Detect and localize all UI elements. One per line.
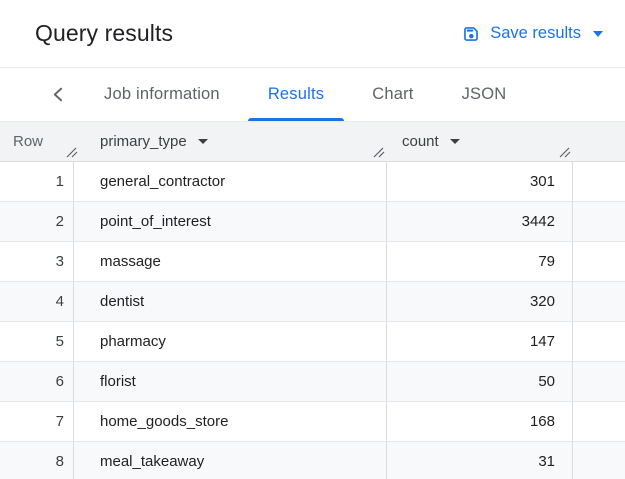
- count-cell: 168: [387, 402, 573, 441]
- row-number-cell: 4: [0, 282, 74, 321]
- count-cell: 301: [387, 162, 573, 201]
- count-cell: 50: [387, 362, 573, 401]
- primary-type-cell: florist: [74, 362, 387, 401]
- sort-caret-icon[interactable]: [449, 139, 460, 144]
- column-resize-handle-icon[interactable]: [371, 144, 387, 160]
- primary-type-cell: meal_takeaway: [74, 442, 387, 479]
- save-icon: [461, 24, 481, 44]
- column-header-row-label: Row: [13, 133, 44, 150]
- row-number-cell: 7: [0, 402, 74, 441]
- row-number-cell: 8: [0, 442, 74, 479]
- filler-cell: [573, 362, 625, 401]
- save-results-label: Save results: [490, 24, 581, 42]
- table-row: 2 point_of_interest 3442: [0, 202, 625, 242]
- row-number-cell: 2: [0, 202, 74, 241]
- filler-cell: [573, 202, 625, 241]
- tabs: Job information Results Chart JSON: [80, 68, 530, 121]
- table-row: 4 dentist 320: [0, 282, 625, 322]
- filler-cell: [573, 442, 625, 479]
- table-row: 3 massage 79: [0, 242, 625, 282]
- primary-type-cell: pharmacy: [74, 322, 387, 361]
- tab-chart[interactable]: Chart: [372, 85, 414, 103]
- primary-type-cell: dentist: [74, 282, 387, 321]
- row-number-cell: 5: [0, 322, 74, 361]
- table-header-row: Row primary_type count: [0, 122, 625, 162]
- table-row: 1 general_contractor 301: [0, 162, 625, 202]
- count-cell: 31: [387, 442, 573, 479]
- primary-type-cell: point_of_interest: [74, 202, 387, 241]
- results-table: Row primary_type count: [0, 122, 625, 479]
- table-body: 1 general_contractor 301 2 point_of_interest…: [0, 162, 625, 479]
- primary-type-cell: massage: [74, 242, 387, 281]
- chevron-left-icon[interactable]: [48, 68, 68, 121]
- filler-cell: [573, 242, 625, 281]
- column-resize-handle-icon[interactable]: [557, 144, 573, 160]
- primary-type-cell: home_goods_store: [74, 402, 387, 441]
- primary-type-cell: general_contractor: [74, 162, 387, 201]
- row-number-cell: 1: [0, 162, 74, 201]
- filler-cell: [573, 402, 625, 441]
- column-header-count: count: [387, 122, 573, 161]
- caret-down-icon: [593, 30, 603, 37]
- table-row: 6 florist 50: [0, 362, 625, 402]
- table-row: 7 home_goods_store 168: [0, 402, 625, 442]
- column-header-filler: [573, 122, 625, 161]
- column-header-primary-type-label: primary_type: [100, 133, 187, 150]
- row-number-cell: 3: [0, 242, 74, 281]
- save-results-button[interactable]: Save results: [457, 18, 607, 50]
- tab-json[interactable]: JSON: [461, 85, 507, 103]
- filler-cell: [573, 322, 625, 361]
- row-number-cell: 6: [0, 362, 74, 401]
- column-header-count-label: count: [402, 133, 439, 150]
- tab-results[interactable]: Results: [247, 68, 345, 121]
- column-header-row: Row: [0, 122, 78, 161]
- filler-cell: [573, 282, 625, 321]
- tab-job-information[interactable]: Job information: [104, 85, 220, 103]
- tabbar: Job information Results Chart JSON: [0, 68, 625, 122]
- table-row: 8 meal_takeaway 31: [0, 442, 625, 479]
- column-resize-handle-icon[interactable]: [64, 144, 80, 160]
- sort-caret-icon[interactable]: [197, 139, 208, 144]
- titlebar: Query results Save results: [0, 0, 625, 68]
- filler-cell: [573, 162, 625, 201]
- column-header-primary-type: primary_type: [74, 122, 387, 161]
- count-cell: 320: [387, 282, 573, 321]
- count-cell: 79: [387, 242, 573, 281]
- table-row: 5 pharmacy 147: [0, 322, 625, 362]
- count-cell: 3442: [387, 202, 573, 241]
- count-cell: 147: [387, 322, 573, 361]
- page-title: Query results: [35, 20, 174, 46]
